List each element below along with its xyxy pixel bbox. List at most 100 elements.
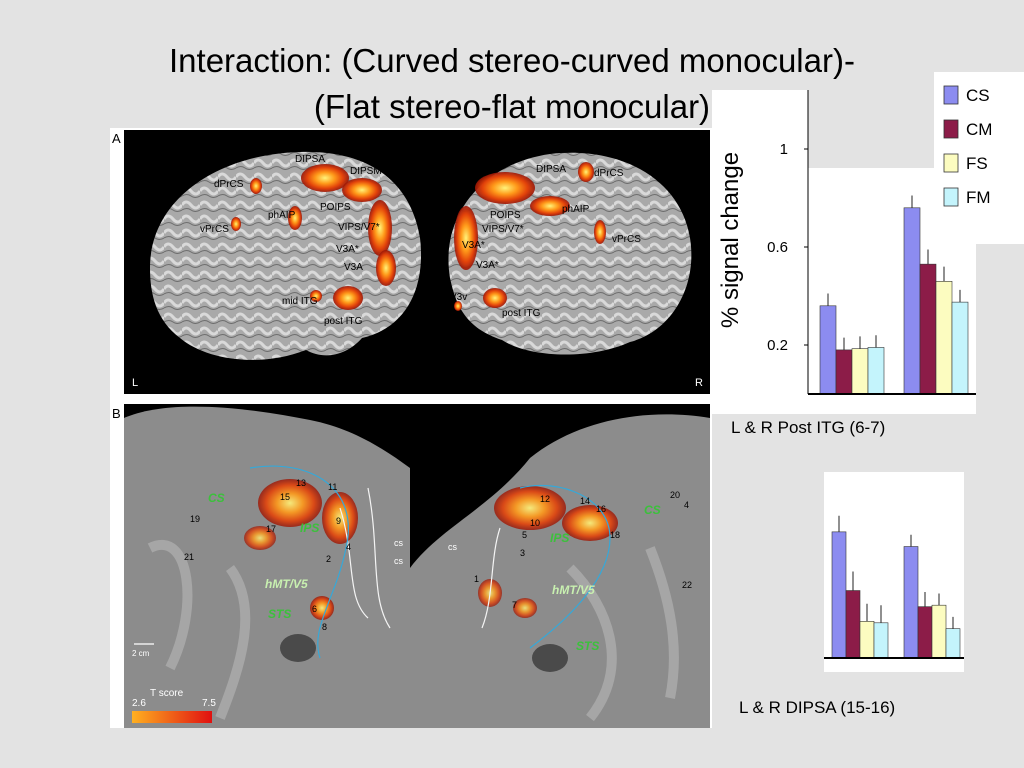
chart-post-itg: 1 0.6 0.2 % signal change bbox=[717, 90, 976, 395]
svg-text:dPrCS: dPrCS bbox=[594, 168, 624, 179]
svg-text:dPrCS: dPrCS bbox=[214, 179, 244, 190]
legend: CS CM FS FM bbox=[934, 72, 1024, 244]
svg-text:12: 12 bbox=[540, 494, 550, 504]
panel-a-labels-left: DIPSA DIPSM dPrCS phAIP POIPS VIPS/V7* v… bbox=[200, 154, 382, 327]
legend-swatch-fm bbox=[943, 187, 959, 207]
hemi-left-label: L bbox=[132, 377, 138, 389]
panel-a-labels-right: DIPSM DIPSA dPrCS POIPS phAIP VIPS/V7* v… bbox=[450, 155, 641, 319]
svg-text:CS: CS bbox=[644, 503, 661, 517]
svg-text:cs: cs bbox=[394, 556, 404, 566]
colorbar-min: 2.6 bbox=[132, 698, 146, 709]
svg-text:14: 14 bbox=[580, 496, 590, 506]
svg-text:post ITG: post ITG bbox=[324, 316, 363, 327]
bar-cm-1 bbox=[919, 263, 937, 395]
bar-cs-0 bbox=[819, 305, 837, 395]
y-tick-label: 0.6 bbox=[767, 239, 788, 256]
svg-text:19: 19 bbox=[190, 514, 200, 524]
legend-label-cm: CM bbox=[966, 120, 992, 139]
svg-text:4: 4 bbox=[346, 542, 351, 552]
y-axis-label: % signal change bbox=[717, 152, 744, 328]
svg-text:18: 18 bbox=[610, 530, 620, 540]
panel-b-sulcus-labels: cs cs cs bbox=[394, 538, 458, 566]
panel-a-letter: A bbox=[112, 131, 121, 146]
svg-text:DIPSA: DIPSA bbox=[295, 154, 325, 165]
svg-text:STS: STS bbox=[268, 607, 291, 621]
bar-cm-0 bbox=[845, 590, 861, 659]
bar-cm-1 bbox=[917, 606, 933, 659]
svg-text:17: 17 bbox=[266, 524, 276, 534]
bar-fs-0 bbox=[851, 348, 869, 395]
panel-b-region-labels-right: CS IPS hMT/V5 STS bbox=[550, 503, 661, 653]
svg-text:V3A*: V3A* bbox=[336, 244, 359, 255]
svg-text:21: 21 bbox=[184, 552, 194, 562]
svg-text:2: 2 bbox=[326, 554, 331, 564]
svg-text:V3v: V3v bbox=[450, 292, 467, 303]
legend-swatches: CS CM FS FM bbox=[943, 85, 992, 207]
colorbar-title: T score bbox=[150, 688, 184, 699]
svg-text:POIPS: POIPS bbox=[320, 202, 351, 213]
legend-swatch-cs bbox=[943, 85, 959, 105]
bar-fm-1 bbox=[951, 301, 969, 395]
legend-label-fs: FS bbox=[966, 154, 988, 173]
figure-panel: A DIPSA DIPSM dPrCS phAIP POIPS VIPS/V7*… bbox=[110, 128, 712, 728]
svg-text:IPS: IPS bbox=[550, 531, 569, 545]
y-tick-label: 1 bbox=[780, 141, 788, 158]
svg-text:mid ITG: mid ITG bbox=[282, 296, 318, 307]
svg-text:DIPSM: DIPSM bbox=[350, 166, 382, 177]
bar-cs-0 bbox=[831, 531, 847, 659]
svg-text:15: 15 bbox=[280, 492, 290, 502]
brain-figure: A DIPSA DIPSM dPrCS phAIP POIPS VIPS/V7*… bbox=[112, 130, 710, 728]
panel-b-letter: B bbox=[112, 406, 121, 421]
chart1-caption: L & R Post ITG (6-7) bbox=[731, 418, 886, 437]
svg-text:cs: cs bbox=[448, 542, 458, 552]
panel-b-region-labels-left: CS IPS hMT/V5 STS bbox=[208, 491, 319, 621]
svg-text:phAIP: phAIP bbox=[562, 204, 590, 215]
legend-swatch-cm bbox=[943, 119, 959, 139]
bar-fs-1 bbox=[935, 281, 953, 395]
svg-text:DIPSA: DIPSA bbox=[536, 164, 566, 175]
svg-text:CS: CS bbox=[208, 491, 225, 505]
bar-fs-1 bbox=[931, 604, 947, 659]
svg-text:22: 22 bbox=[682, 580, 692, 590]
svg-text:hMT/V5: hMT/V5 bbox=[265, 577, 308, 591]
svg-text:DIPSM: DIPSM bbox=[464, 155, 496, 166]
svg-text:V3A*: V3A* bbox=[462, 240, 485, 251]
colorbar bbox=[132, 711, 212, 723]
svg-text:post ITG: post ITG bbox=[502, 308, 541, 319]
title-line-2: (Flat stereo-flat monocular) bbox=[313, 88, 711, 125]
bar-cs-1 bbox=[903, 207, 921, 395]
svg-text:V3A*: V3A* bbox=[476, 260, 499, 271]
svg-text:phAIP: phAIP bbox=[268, 210, 296, 221]
svg-text:5: 5 bbox=[522, 530, 527, 540]
svg-text:4: 4 bbox=[684, 500, 689, 510]
svg-text:cs: cs bbox=[394, 538, 404, 548]
legend-swatch-fs bbox=[943, 153, 959, 173]
svg-text:VIPS/V7*: VIPS/V7* bbox=[338, 222, 380, 233]
svg-text:16: 16 bbox=[596, 504, 606, 514]
colorbar-max: 7.5 bbox=[202, 698, 216, 709]
bar-fs-0 bbox=[859, 621, 875, 659]
bar-fm-0 bbox=[867, 347, 885, 395]
svg-text:7: 7 bbox=[512, 600, 517, 610]
hemi-right-label: R bbox=[695, 377, 703, 389]
chart2-caption: L & R DIPSA (15-16) bbox=[739, 698, 896, 717]
left-flatmap bbox=[124, 406, 410, 728]
svg-text:11: 11 bbox=[328, 482, 337, 492]
bar-cs-1 bbox=[903, 546, 919, 659]
svg-text:10: 10 bbox=[530, 518, 540, 528]
svg-text:3: 3 bbox=[520, 548, 525, 558]
svg-text:20: 20 bbox=[670, 490, 680, 500]
svg-text:9: 9 bbox=[336, 516, 341, 526]
svg-text:STS: STS bbox=[576, 639, 599, 653]
svg-text:IPS: IPS bbox=[300, 521, 319, 535]
svg-text:VIPS/V7*: VIPS/V7* bbox=[482, 224, 524, 235]
slide-title: Interaction: (Curved stereo-curved monoc… bbox=[0, 38, 1024, 130]
svg-text:POIPS: POIPS bbox=[490, 210, 521, 221]
legend-label-cs: CS bbox=[966, 86, 990, 105]
svg-text:6: 6 bbox=[312, 604, 317, 614]
svg-text:vPrCS: vPrCS bbox=[612, 234, 641, 245]
y-tick-label: 0.2 bbox=[767, 337, 788, 354]
panel-b-roi-numbers-left: 13 11 15 9 17 19 21 2 4 6 8 bbox=[184, 478, 351, 632]
right-flatmap bbox=[410, 414, 710, 728]
svg-text:vPrCS: vPrCS bbox=[200, 224, 229, 235]
